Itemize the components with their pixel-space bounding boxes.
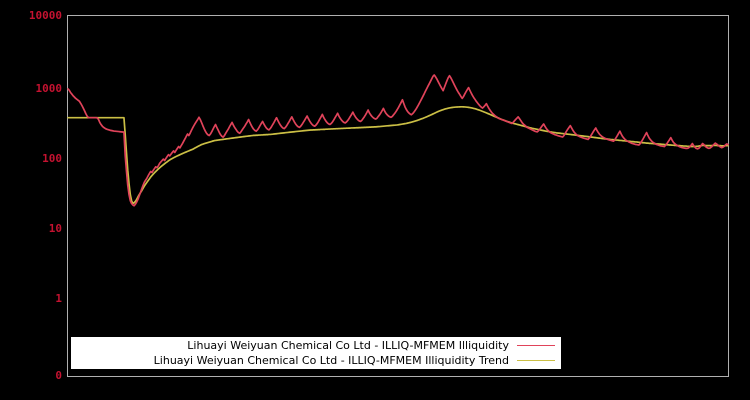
y-axis-tick-100: 100 (42, 152, 62, 165)
legend-swatch-illiquidity (517, 345, 555, 346)
y-axis-tick-10: 10 (48, 222, 62, 235)
legend-entry-illiquidity-trend[interactable]: Lihuayi Weiyuan Chemical Co Ltd - ILLIQ-… (71, 353, 561, 368)
legend-swatch-illiquidity-trend (517, 360, 555, 361)
legend-label-illiquidity: Lihuayi Weiyuan Chemical Co Ltd - ILLIQ-… (187, 339, 509, 352)
series-line-illiquidity-trend (67, 105, 729, 205)
y-axis-tick-0: 0 (55, 369, 62, 382)
y-axis-tick-1: 1 (55, 292, 62, 305)
y-axis-tick-10000: 10000 (28, 9, 62, 22)
chart-legend: Lihuayi Weiyuan Chemical Co Ltd - ILLIQ-… (71, 337, 561, 369)
legend-entry-illiquidity[interactable]: Lihuayi Weiyuan Chemical Co Ltd - ILLIQ-… (71, 338, 561, 353)
y-axis-tick-1000: 1000 (35, 82, 63, 95)
series-line-illiquidity (67, 74, 729, 207)
legend-label-illiquidity-trend: Lihuayi Weiyuan Chemical Co Ltd - ILLIQ-… (153, 354, 509, 367)
plot-frame-border (67, 15, 729, 377)
